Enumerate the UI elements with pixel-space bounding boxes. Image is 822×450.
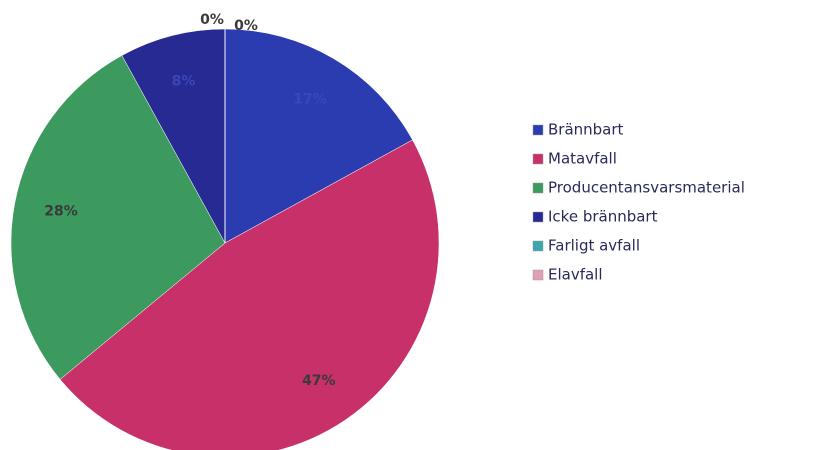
legend-label: Producentansvarsmaterial <box>548 179 745 197</box>
data-label: 8% <box>172 73 196 89</box>
data-label: 17% <box>293 91 327 107</box>
legend-swatch <box>532 269 544 281</box>
data-label: 47% <box>302 373 336 389</box>
pie-slice <box>121 28 226 244</box>
legend-swatch <box>532 153 544 165</box>
data-label: 0% <box>234 18 258 34</box>
legend-label: Brännbart <box>548 121 624 139</box>
pie-slice <box>224 28 413 244</box>
legend-label: Matavfall <box>548 150 617 168</box>
legend-swatch <box>532 124 544 136</box>
pie-slice <box>59 139 440 450</box>
legend-label: Elavfall <box>548 266 603 284</box>
legend-swatch <box>532 240 544 252</box>
data-label: 0% <box>200 12 224 28</box>
legend-label: Farligt avfall <box>548 237 640 255</box>
data-label: 28% <box>44 204 78 220</box>
pie-slice <box>10 55 226 380</box>
legend-swatch <box>532 182 544 194</box>
legend-swatch <box>532 211 544 223</box>
legend-label: Icke brännbart <box>548 208 658 226</box>
